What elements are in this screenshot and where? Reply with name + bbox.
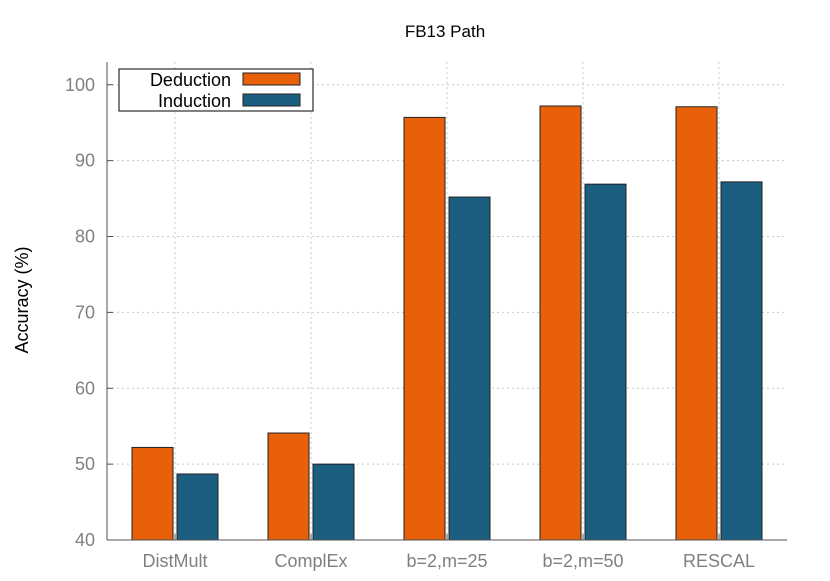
x-tick-label: ComplEx [274, 551, 347, 571]
y-axis-label: Accuracy (%) [12, 246, 32, 353]
bar-induction-3 [448, 196, 491, 541]
legend-swatch-deduction [242, 72, 301, 86]
bar-induction-2 [312, 463, 355, 541]
legend-label-induction: Induction [158, 91, 231, 111]
bar-deduction-3 [403, 116, 446, 541]
bar-deduction-2 [267, 432, 310, 541]
y-tick-label: 90 [75, 151, 95, 171]
y-tick-label: 60 [75, 378, 95, 398]
y-tick-label: 50 [75, 454, 95, 474]
x-tick-label: b=2,m=50 [542, 551, 623, 571]
bar-induction-1 [176, 473, 219, 541]
y-tick-label: 100 [65, 75, 95, 95]
grid [107, 62, 787, 540]
chart-title: FB13 Path [405, 22, 485, 41]
y-tick-label: 70 [75, 302, 95, 322]
x-tick-label: b=2,m=25 [406, 551, 487, 571]
bar-deduction-1 [131, 446, 174, 541]
bar-induction-4 [584, 183, 627, 541]
legend: Deduction Induction [118, 68, 314, 112]
y-tick-labels: 40 50 60 70 80 90 100 [65, 75, 95, 550]
x-tick-label: DistMult [142, 551, 207, 571]
axes [106, 62, 787, 541]
y-tick-label: 80 [75, 227, 95, 247]
x-tick-label: RESCAL [683, 551, 755, 571]
bar-induction-5 [720, 181, 763, 541]
legend-swatch-induction [242, 93, 301, 107]
y-tick-label: 40 [75, 530, 95, 550]
x-tick-labels: DistMult ComplEx b=2,m=25 b=2,m=50 RESCAL [142, 551, 755, 571]
bar-deduction-5 [675, 106, 718, 541]
legend-label-deduction: Deduction [150, 70, 231, 90]
bars [131, 105, 763, 541]
bar-deduction-4 [539, 105, 582, 541]
